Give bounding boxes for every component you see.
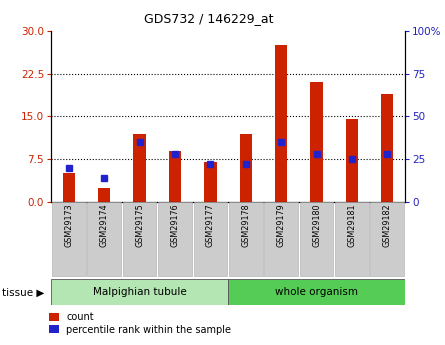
Text: tissue ▶: tissue ▶: [2, 287, 44, 297]
Text: GDS732 / 146229_at: GDS732 / 146229_at: [144, 12, 274, 25]
Text: GSM29179: GSM29179: [277, 204, 286, 247]
Bar: [169, 151, 181, 202]
Text: GSM29175: GSM29175: [135, 204, 144, 247]
Bar: [310, 82, 323, 202]
Bar: [51, 279, 228, 305]
Legend: count, percentile rank within the sample: count, percentile rank within the sample: [45, 308, 235, 338]
Bar: [98, 188, 110, 202]
Text: GSM29177: GSM29177: [206, 204, 215, 247]
Text: GSM29181: GSM29181: [348, 204, 356, 247]
Bar: [239, 134, 252, 202]
Bar: [381, 94, 393, 202]
Bar: [346, 119, 358, 202]
Bar: [275, 45, 287, 202]
Text: Malpighian tubule: Malpighian tubule: [93, 287, 186, 297]
Text: GSM29174: GSM29174: [100, 204, 109, 247]
Bar: [134, 134, 146, 202]
Bar: [204, 162, 217, 202]
Text: GSM29182: GSM29182: [383, 204, 392, 247]
Bar: [228, 279, 405, 305]
Bar: [63, 173, 75, 202]
Text: GSM29178: GSM29178: [241, 204, 250, 247]
Text: whole organism: whole organism: [275, 287, 358, 297]
Text: GSM29173: GSM29173: [65, 204, 73, 247]
Text: GSM29180: GSM29180: [312, 204, 321, 247]
Text: GSM29176: GSM29176: [170, 204, 179, 247]
